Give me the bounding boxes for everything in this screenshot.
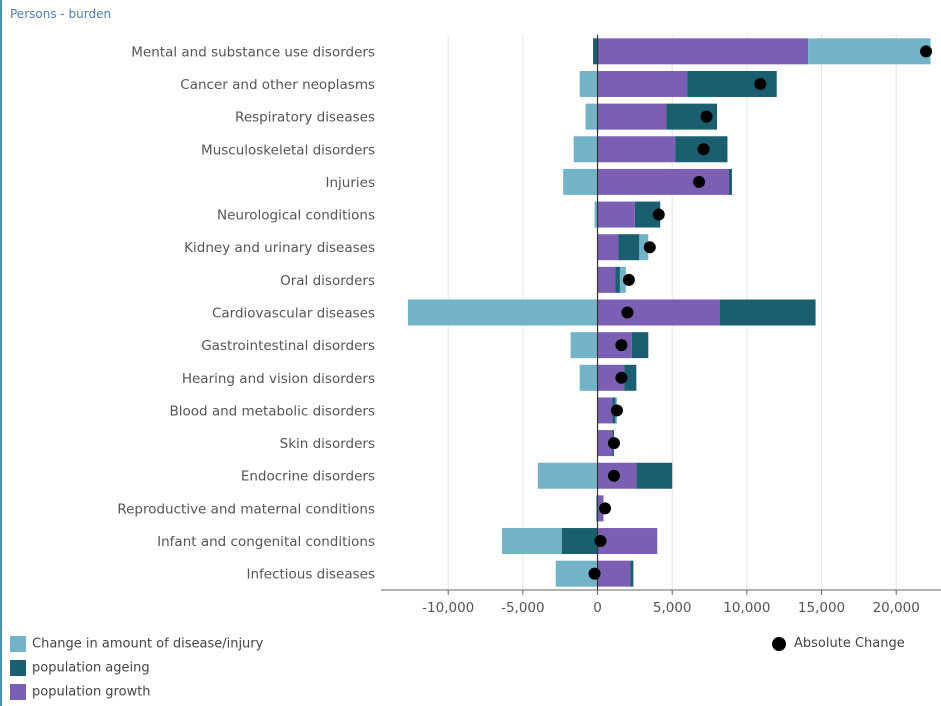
bar-ageing: [618, 234, 640, 261]
absolute-change-dot: [594, 535, 607, 548]
bar-ageing: [593, 38, 598, 65]
bar-change: [573, 136, 598, 163]
category-label: Cardiovascular diseases: [212, 306, 375, 322]
legend-item-change[interactable]: Change in amount of disease/injury: [10, 636, 263, 652]
bar-ageing: [728, 168, 732, 195]
bar-change: [570, 332, 598, 359]
bar-ageing: [630, 560, 634, 587]
category-label: Infant and congenital conditions: [157, 534, 375, 550]
absolute-change-dot: [610, 404, 623, 417]
bar-ageing: [624, 364, 637, 391]
category-label: Mental and substance use disorders: [131, 44, 375, 60]
bar-ageing: [636, 462, 673, 489]
absolute-change-dot: [643, 241, 656, 254]
bar-change: [537, 462, 598, 489]
legend-label-ageing: population ageing: [32, 660, 150, 676]
legend-swatch-ageing: [10, 660, 26, 676]
bar-ageing: [719, 299, 816, 326]
bar-change: [407, 299, 598, 326]
x-tick-label: 5,000: [653, 600, 692, 616]
legend-swatch-change: [10, 636, 26, 652]
absolute-change-dot: [615, 371, 628, 384]
bar-growth: [597, 38, 809, 65]
bar-change: [594, 201, 598, 228]
bar-change: [579, 70, 598, 97]
chart-title: Persons - burden: [10, 7, 112, 21]
absolute-change-dot: [622, 273, 635, 286]
legend-item-ageing[interactable]: population ageing: [10, 660, 150, 676]
x-tick-label: 15,000: [798, 600, 845, 616]
bar-growth: [597, 201, 635, 228]
x-tick-label: 10,000: [723, 600, 770, 616]
category-label: Musculoskeletal disorders: [201, 142, 375, 158]
absolute-change-dot: [652, 208, 665, 221]
bar-ageing: [631, 332, 649, 359]
bar-ageing: [615, 266, 620, 293]
absolute-change-dot: [607, 469, 620, 482]
absolute-change-dot: [754, 77, 767, 90]
x-tick-label: 20,000: [873, 600, 920, 616]
bar-growth: [597, 70, 688, 97]
absolute-change-dot: [588, 567, 601, 580]
bar-change: [808, 38, 931, 65]
x-tick-label: -5,000: [501, 600, 545, 616]
bar-growth: [597, 103, 667, 130]
bar-growth: [597, 234, 619, 261]
category-label: Hearing and vision disorders: [182, 371, 375, 387]
bar-growth: [597, 430, 613, 457]
bar-growth: [597, 299, 720, 326]
legend-label-absolute: Absolute Change: [794, 636, 905, 651]
category-label: Neurological conditions: [217, 208, 375, 224]
x-tick-label: 0: [593, 600, 602, 616]
absolute-change-dot: [700, 110, 713, 123]
absolute-change-dot: [693, 175, 706, 188]
absolute-change-dot: [621, 306, 634, 319]
category-label: Kidney and urinary diseases: [184, 240, 375, 256]
bar-change: [501, 528, 562, 555]
category-label: Endocrine disorders: [241, 469, 375, 485]
category-label: Respiratory diseases: [235, 110, 375, 126]
bar-growth: [597, 528, 658, 555]
bar-change: [579, 364, 598, 391]
bar-growth: [597, 560, 631, 587]
category-label: Blood and metabolic disorders: [169, 403, 375, 419]
absolute-change-dot: [697, 143, 710, 156]
bar-growth: [597, 397, 613, 424]
absolute-change-dot: [615, 339, 628, 352]
category-label: Reproductive and maternal conditions: [117, 501, 375, 517]
absolute-change-dot: [599, 502, 611, 515]
bar-growth: [597, 168, 729, 195]
absolute-change-dot: [920, 45, 933, 58]
category-label: Injuries: [326, 175, 376, 191]
bar-change: [596, 495, 598, 522]
category-label: Skin disorders: [280, 436, 375, 452]
legend-dot-absolute: [772, 636, 786, 651]
category-label: Gastrointestinal disorders: [201, 338, 375, 354]
legend-label-growth: population growth: [32, 684, 151, 700]
absolute-change-dot: [607, 437, 620, 450]
x-tick-label: -10,000: [422, 600, 474, 616]
category-label: Cancer and other neoplasms: [180, 77, 375, 93]
category-label: Infectious diseases: [246, 567, 375, 583]
bar-growth: [597, 136, 676, 163]
bar-growth: [597, 266, 616, 293]
category-label: Oral disorders: [280, 273, 375, 289]
bar-ageing: [561, 528, 598, 555]
bar-change: [585, 103, 598, 130]
bar-change: [563, 168, 598, 195]
legend-item-growth[interactable]: population growth: [10, 684, 151, 700]
legend-label-change: Change in amount of disease/injury: [32, 636, 264, 652]
legend-swatch-growth: [10, 684, 26, 700]
legend-item-absolute[interactable]: Absolute Change: [772, 636, 905, 651]
